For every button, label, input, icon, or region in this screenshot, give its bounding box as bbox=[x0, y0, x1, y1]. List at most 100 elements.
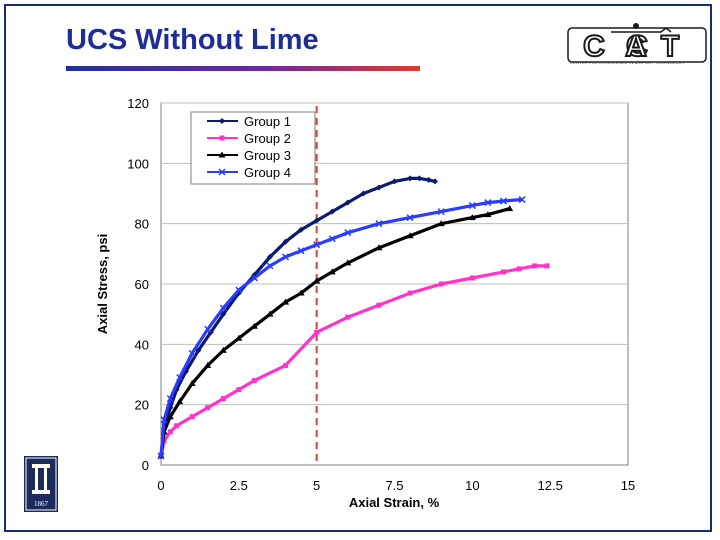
point-marker bbox=[506, 205, 514, 212]
point-marker bbox=[266, 253, 273, 260]
point-marker bbox=[329, 208, 336, 215]
point-marker bbox=[391, 178, 398, 185]
point-marker bbox=[431, 178, 438, 185]
series-2 bbox=[158, 263, 550, 459]
series-lines bbox=[157, 175, 550, 460]
point-marker bbox=[484, 211, 492, 218]
legend-label: Group 4 bbox=[244, 165, 291, 180]
point-marker bbox=[298, 226, 305, 233]
point-marker bbox=[219, 118, 225, 124]
point-marker bbox=[166, 413, 174, 420]
point-marker bbox=[500, 269, 506, 275]
point-marker bbox=[345, 314, 351, 320]
point-marker bbox=[375, 220, 383, 228]
point-marker bbox=[344, 259, 352, 266]
point-marker bbox=[438, 281, 444, 287]
point-marker bbox=[468, 214, 476, 221]
y-tick-label: 20 bbox=[135, 398, 149, 413]
point-marker bbox=[532, 263, 538, 269]
point-marker bbox=[407, 290, 413, 296]
point-marker bbox=[220, 396, 226, 402]
point-marker bbox=[176, 373, 184, 382]
point-marker bbox=[407, 175, 414, 182]
title-underline bbox=[66, 66, 420, 71]
point-marker bbox=[160, 416, 168, 424]
point-marker bbox=[297, 289, 305, 296]
point-marker bbox=[544, 263, 550, 269]
point-marker bbox=[236, 387, 242, 393]
point-marker bbox=[344, 199, 351, 206]
point-marker bbox=[375, 184, 382, 191]
x-axis-title: Axial Strain, % bbox=[349, 495, 440, 510]
y-tick-label: 80 bbox=[135, 217, 149, 232]
svg-text:C: C bbox=[583, 30, 605, 63]
point-marker bbox=[218, 151, 226, 158]
slide-title: UCS Without Lime bbox=[66, 24, 319, 56]
x-tick-label: 0 bbox=[157, 478, 164, 493]
point-marker bbox=[297, 247, 305, 255]
legend-label: Group 3 bbox=[244, 148, 291, 163]
point-marker bbox=[174, 423, 180, 429]
point-marker bbox=[406, 232, 414, 239]
chart-legend: Group 1 Group 2 Group 3 Group 4 bbox=[190, 111, 316, 185]
point-marker bbox=[376, 302, 382, 308]
point-marker bbox=[282, 238, 289, 245]
point-marker bbox=[425, 176, 432, 183]
x-tick-labels: 0 2.5 5 7.5 10 12.5 15 bbox=[157, 478, 635, 493]
point-marker bbox=[235, 286, 243, 294]
point-marker bbox=[499, 197, 507, 205]
y-tick-label: 0 bbox=[142, 458, 149, 473]
point-marker bbox=[437, 220, 445, 227]
uiuc-logo bbox=[24, 456, 58, 512]
cait-logo: C C A T bbox=[567, 23, 707, 64]
point-marker bbox=[219, 346, 227, 353]
logo-caption: CENTER FOR EXCELLENCE IN AIRPORT TECHNOL… bbox=[570, 60, 685, 65]
point-marker bbox=[328, 235, 336, 243]
series-line-2 bbox=[159, 264, 548, 457]
point-marker bbox=[250, 274, 258, 282]
point-marker bbox=[251, 378, 257, 384]
point-marker bbox=[176, 398, 184, 405]
series-4 bbox=[157, 196, 526, 460]
point-marker bbox=[219, 304, 227, 312]
point-marker bbox=[468, 202, 476, 210]
point-marker bbox=[314, 329, 320, 335]
point-marker bbox=[469, 275, 475, 281]
x-tick-label: 5 bbox=[313, 478, 320, 493]
point-marker bbox=[406, 214, 414, 222]
point-marker bbox=[313, 277, 321, 284]
point-marker bbox=[167, 429, 173, 435]
svg-text:T: T bbox=[661, 30, 679, 63]
x-tick-label: 15 bbox=[621, 478, 635, 493]
point-marker bbox=[157, 452, 165, 460]
series-3 bbox=[157, 205, 514, 459]
point-marker bbox=[235, 334, 243, 341]
point-marker bbox=[250, 322, 258, 329]
point-marker bbox=[375, 244, 383, 251]
svg-text:A: A bbox=[625, 30, 647, 63]
point-marker bbox=[360, 190, 367, 197]
point-marker bbox=[518, 196, 526, 204]
y-tick-labels: 0 20 40 60 80 100 120 bbox=[127, 96, 149, 473]
y-tick-label: 60 bbox=[135, 277, 149, 292]
x-tick-label: 2.5 bbox=[230, 478, 248, 493]
x-tick-label: 7.5 bbox=[385, 478, 403, 493]
x-tick-label: 10 bbox=[465, 478, 479, 493]
point-marker bbox=[344, 229, 352, 237]
x-tick-label: 12.5 bbox=[538, 478, 563, 493]
point-marker bbox=[313, 217, 320, 224]
point-marker bbox=[328, 268, 336, 275]
uiuc-year: 1867 bbox=[34, 500, 48, 508]
grid-lines bbox=[161, 102, 628, 406]
y-axis-title: Axial Stress, psi bbox=[95, 234, 110, 334]
point-marker bbox=[437, 208, 445, 216]
point-marker bbox=[484, 199, 492, 207]
point-marker bbox=[313, 241, 321, 249]
point-marker bbox=[516, 266, 522, 272]
legend-label: Group 1 bbox=[244, 114, 291, 129]
point-marker bbox=[283, 362, 289, 368]
slide-frame bbox=[4, 4, 712, 532]
point-marker bbox=[204, 325, 212, 333]
point-marker bbox=[189, 414, 195, 420]
